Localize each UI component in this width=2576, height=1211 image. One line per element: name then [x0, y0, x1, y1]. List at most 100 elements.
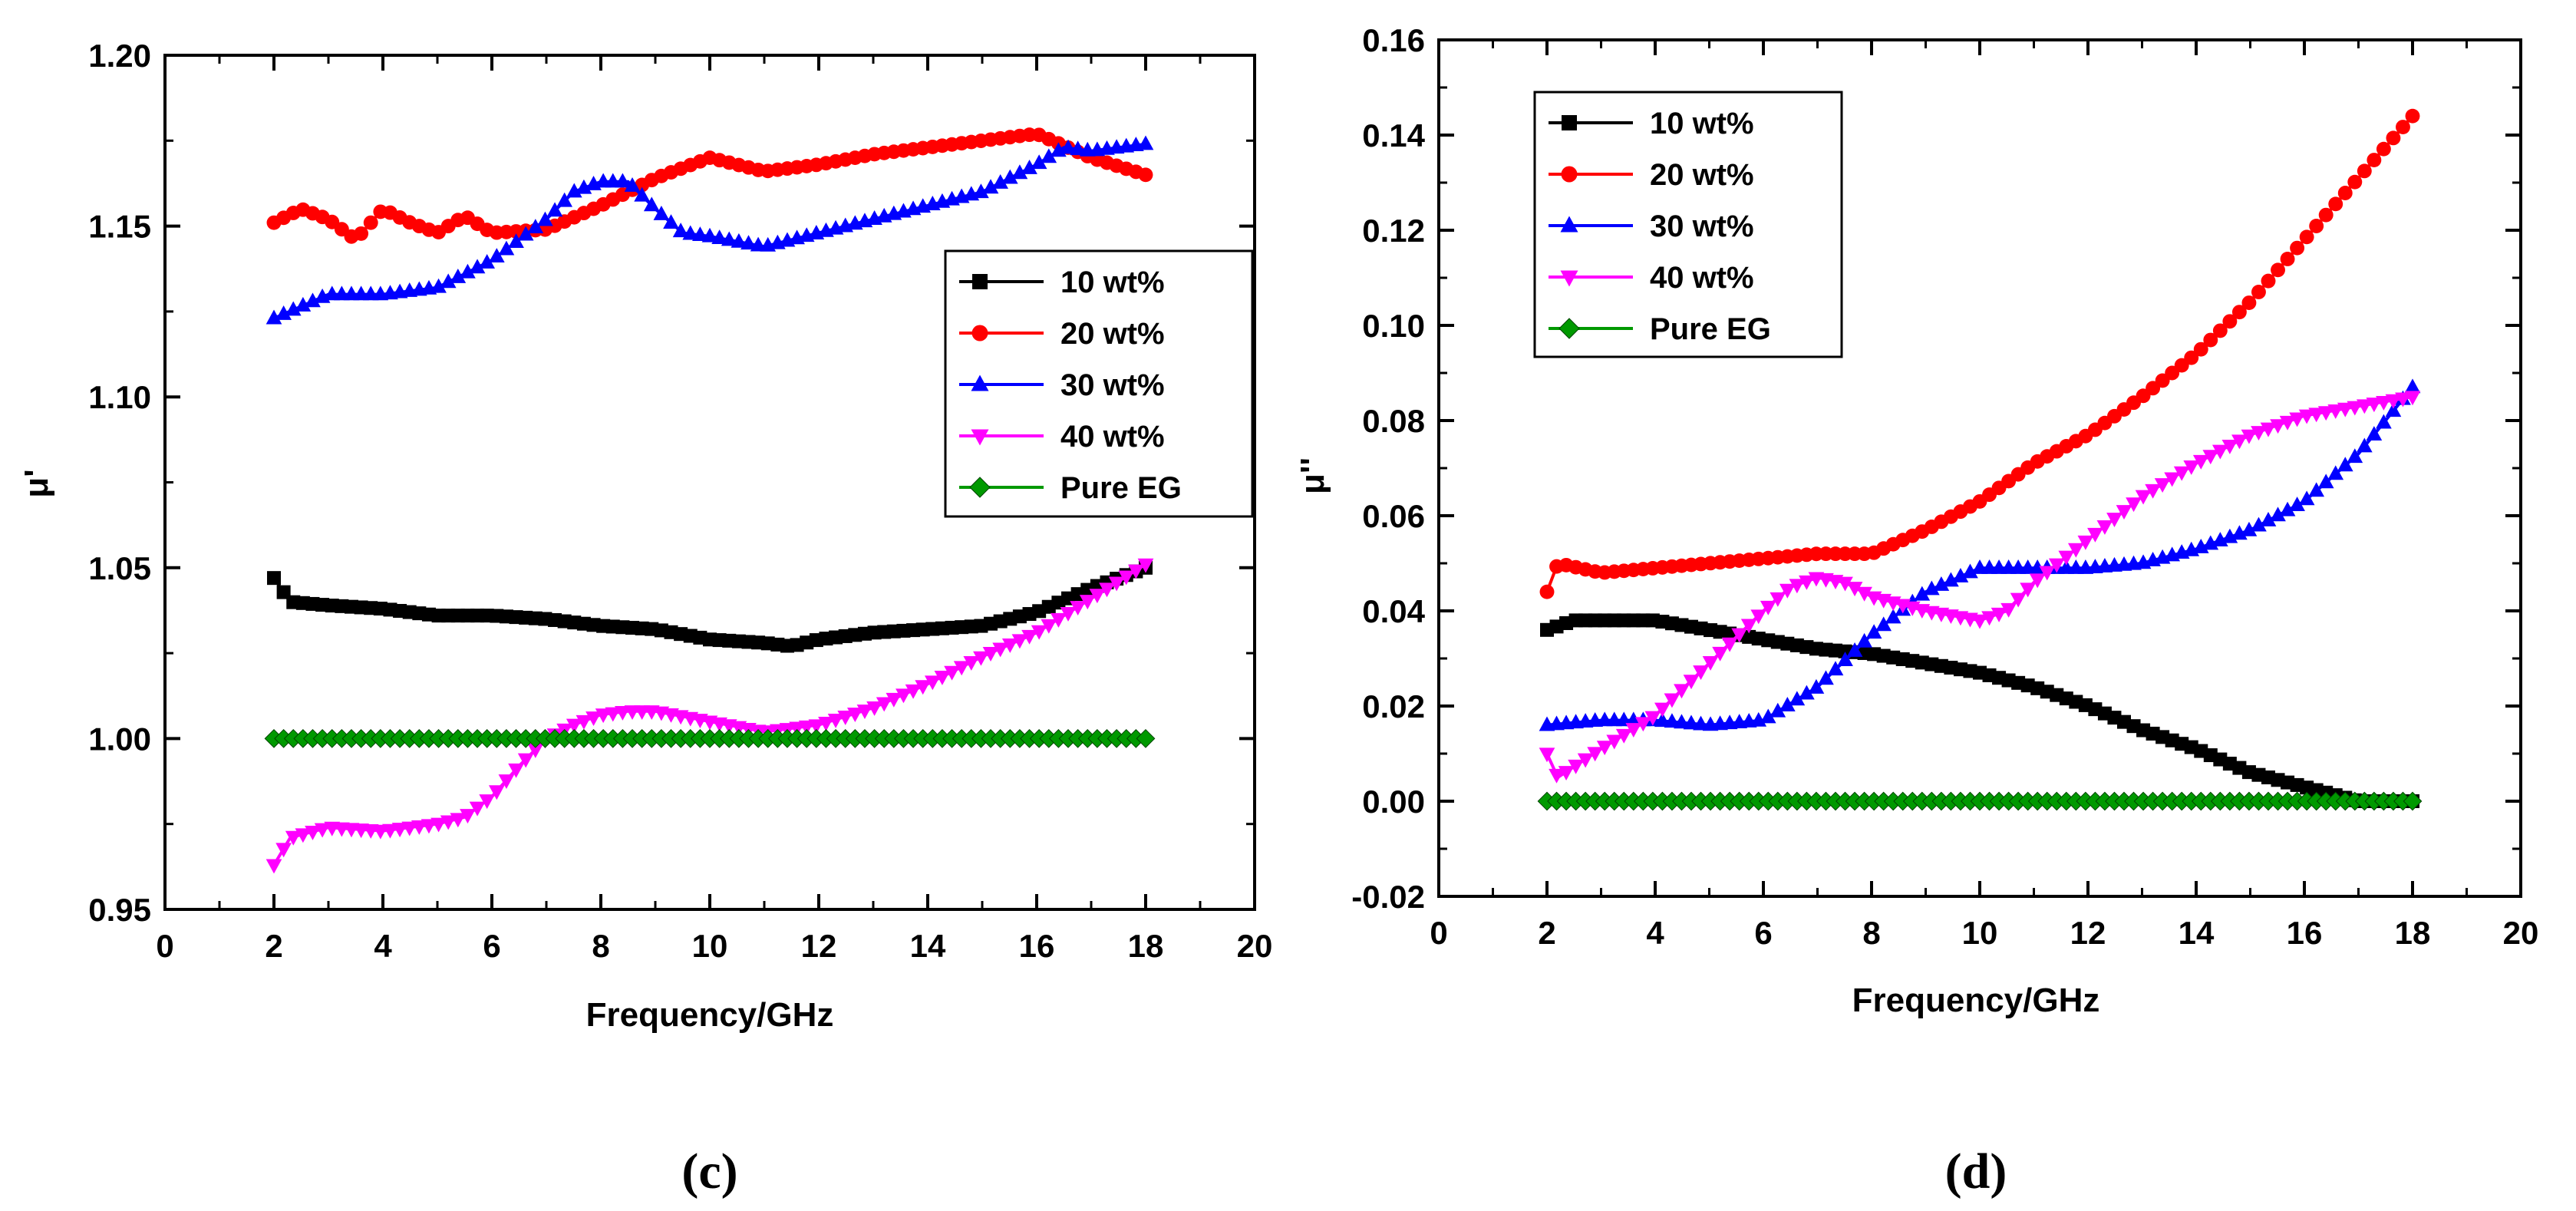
legend-label: Pure EG	[1650, 312, 1771, 346]
marker-30-wt	[430, 278, 447, 293]
marker-40-wt	[2000, 602, 2017, 618]
marker-40-wt	[2212, 444, 2228, 460]
y-tick-label: 0.14	[1362, 117, 1425, 153]
marker-40-wt	[2337, 402, 2353, 417]
marker-40-wt	[450, 813, 467, 828]
marker-30-wt	[2327, 465, 2344, 480]
x-tick-label: 4	[374, 928, 392, 964]
marker-30-wt	[2279, 501, 2296, 516]
marker-20-wt	[363, 215, 378, 230]
marker-30-wt	[1060, 139, 1077, 154]
marker-40-wt	[953, 661, 970, 676]
marker-30-wt	[701, 227, 718, 243]
marker-30-wt	[1827, 661, 1844, 676]
marker-40-wt	[566, 718, 582, 734]
marker-10-wt	[267, 571, 281, 586]
x-tick-label: 20	[2503, 915, 2539, 951]
marker-40-wt	[1846, 582, 1863, 597]
marker-40-wt	[856, 704, 873, 720]
x-tick-label: 0	[1430, 915, 1447, 951]
marker-30-wt	[1693, 715, 1709, 731]
y-tick-label: -0.02	[1351, 879, 1425, 915]
marker-30-wt	[450, 269, 467, 283]
legend-item-pure-eg: Pure EG	[1549, 312, 1771, 346]
marker-40-wt	[1615, 728, 1632, 744]
marker-20-wt	[2280, 252, 2295, 266]
series-pure-eg	[1537, 791, 2423, 811]
marker-40-wt	[1654, 702, 1671, 718]
marker-40-wt	[2298, 409, 2315, 424]
marker-40-wt	[2202, 450, 2219, 465]
marker-30-wt	[672, 223, 689, 238]
marker-40-wt	[275, 843, 292, 858]
legend-marker-40-wt	[1560, 270, 1578, 287]
marker-40-wt	[982, 647, 999, 662]
marker-40-wt	[808, 719, 825, 734]
marker-40-wt	[2145, 483, 2161, 499]
marker-30-wt	[2298, 490, 2315, 506]
marker-40-wt	[1712, 646, 1728, 662]
y-tick-label: 0.12	[1362, 213, 1425, 249]
marker-30-wt	[1021, 159, 1037, 174]
marker-30-wt	[1683, 714, 1700, 730]
marker-40-wt	[2192, 454, 2209, 470]
marker-40-wt	[2173, 466, 2190, 481]
marker-40-wt	[1099, 582, 1115, 598]
marker-30-wt	[1041, 148, 1057, 163]
marker-40-wt	[2029, 573, 2046, 589]
marker-30-wt	[1865, 624, 1882, 639]
marker-30-wt	[2289, 497, 2305, 512]
y-tick-label: 0.16	[1362, 22, 1425, 58]
y-tick-label: 0.95	[88, 892, 151, 928]
marker-30-wt	[1799, 685, 1815, 700]
marker-40-wt	[488, 785, 505, 800]
marker-40-wt	[1760, 600, 1776, 615]
marker-40-wt	[1558, 766, 1575, 781]
y-tick-label: 1.05	[88, 550, 151, 586]
marker-40-wt	[2010, 592, 2027, 608]
legend-marker-10-wt	[972, 274, 988, 289]
marker-40-wt	[1991, 607, 2007, 622]
legend-item-30-wt: 30 wt%	[1549, 210, 1754, 243]
marker-40-wt	[2116, 505, 2132, 520]
marker-30-wt	[546, 202, 563, 217]
marker-30-wt	[2241, 521, 2258, 536]
marker-20-wt	[2231, 305, 2247, 320]
marker-40-wt	[421, 819, 437, 834]
marker-20-wt	[1138, 167, 1153, 183]
marker-40-wt	[498, 774, 515, 789]
x-tick-label: 2	[1538, 915, 1555, 951]
marker-40-wt	[508, 763, 524, 778]
legend-label: 10 wt%	[1060, 266, 1165, 299]
marker-40-wt	[1664, 693, 1681, 708]
marker-30-wt	[266, 309, 282, 325]
marker-30-wt	[2260, 511, 2277, 526]
marker-40-wt	[440, 815, 457, 830]
marker-20-wt	[2212, 323, 2228, 338]
marker-30-wt	[517, 226, 534, 241]
x-tick-label: 4	[1646, 915, 1664, 951]
marker-40-wt	[1539, 747, 1555, 763]
marker-30-wt	[2317, 474, 2334, 489]
legend-marker-20-wt	[1561, 166, 1578, 183]
marker-40-wt	[895, 688, 912, 704]
x-tick-label: 10	[692, 928, 728, 964]
marker-30-wt	[1011, 164, 1028, 180]
marker-30-wt	[275, 305, 292, 320]
marker-40-wt	[1674, 684, 1690, 699]
marker-40-wt	[886, 692, 902, 708]
marker-30-wt	[537, 211, 553, 226]
y-tick-label: 1.10	[88, 379, 151, 415]
series-30-wt	[266, 135, 1154, 325]
marker-40-wt	[2058, 550, 2075, 566]
marker-30-wt	[508, 233, 524, 249]
marker-30-wt	[615, 173, 631, 188]
marker-40-wt	[1596, 741, 1613, 756]
marker-40-wt	[1731, 628, 1748, 643]
y-tick-label: 0.08	[1362, 403, 1425, 439]
marker-30-wt	[1923, 580, 1940, 596]
marker-30-wt	[2385, 402, 2402, 417]
marker-40-wt	[1118, 570, 1135, 586]
marker-40-wt	[915, 680, 932, 695]
